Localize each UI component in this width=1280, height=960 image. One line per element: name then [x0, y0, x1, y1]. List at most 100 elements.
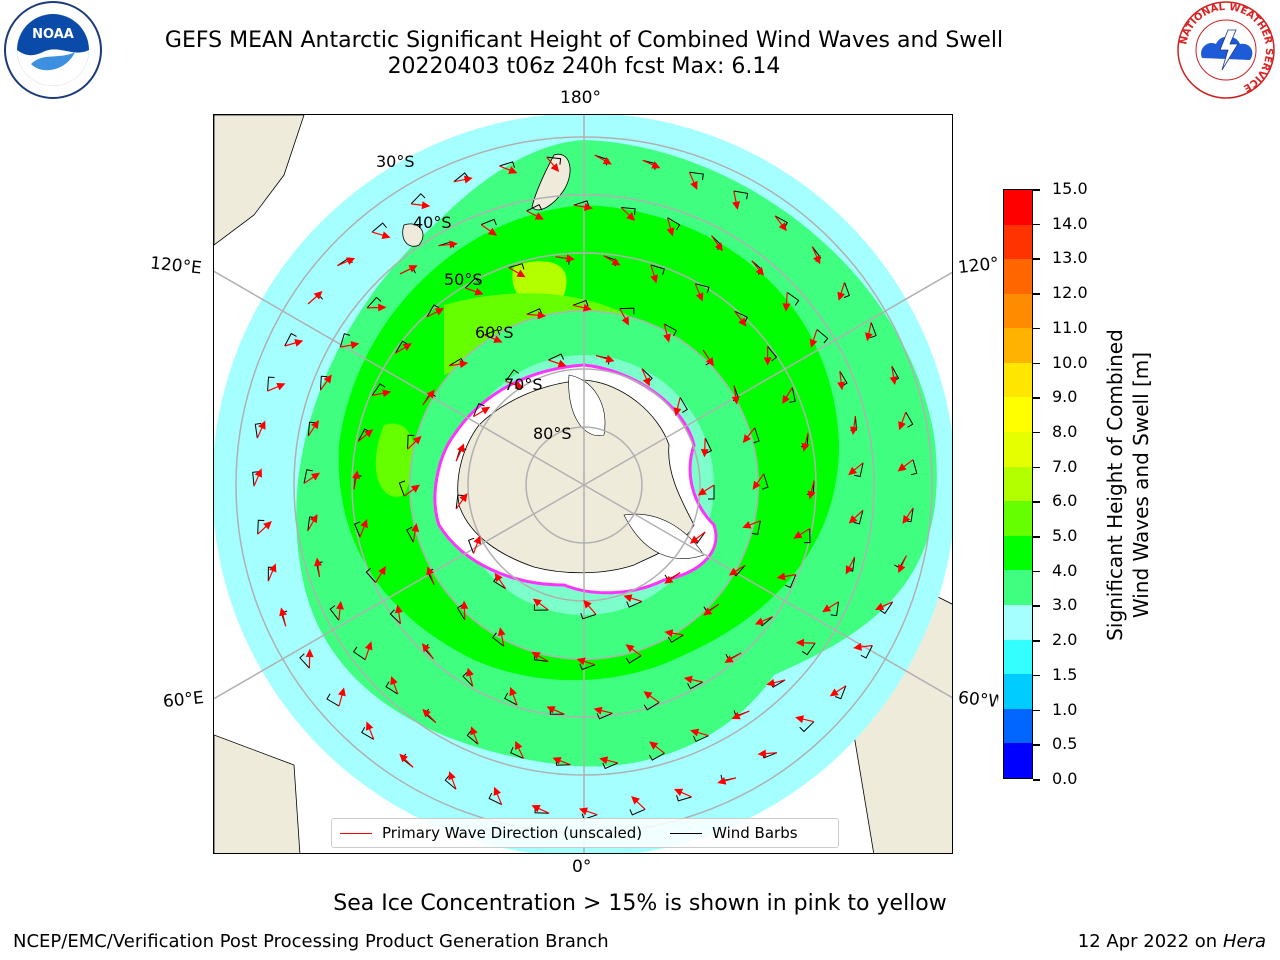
wave-direction-arrow	[340, 341, 360, 349]
colorbar-tick-mark	[1033, 501, 1040, 503]
colorbar-segment	[1004, 605, 1032, 640]
wind-barb	[371, 383, 386, 396]
wind-barb	[695, 283, 710, 294]
wave-direction-arrow	[372, 389, 392, 398]
wind-barb	[801, 642, 816, 656]
wave-direction-arrow	[664, 629, 684, 638]
wave-direction-arrow	[898, 411, 907, 431]
wave-direction-arrow	[403, 484, 420, 497]
wave-direction-arrow	[305, 648, 314, 669]
wind-barb	[354, 521, 361, 538]
wave-direction-arrow	[717, 777, 737, 785]
wave-direction-arrow	[641, 368, 651, 387]
wind-barb	[853, 510, 864, 525]
wave-direction-arrow	[889, 365, 898, 386]
colorbar-segment	[1004, 397, 1032, 433]
wave-direction-arrow	[742, 520, 761, 529]
wind-barb	[643, 701, 660, 711]
colorbar-tick-mark	[1033, 779, 1040, 781]
wave-direction-arrow	[307, 514, 318, 532]
wind-barb	[667, 634, 684, 643]
wind-barb	[905, 411, 914, 428]
lat-label-70s: 70°S	[504, 375, 543, 394]
wind-barb	[510, 747, 524, 759]
wave-direction-arrow	[375, 566, 386, 583]
wave-direction-arrow	[763, 346, 772, 366]
wave-direction-arrow	[853, 642, 873, 651]
wave-direction-arrow	[673, 397, 682, 417]
lon-label-60e: 60°E	[162, 687, 205, 713]
lon-label-60w: 60°W	[957, 687, 999, 713]
wave-direction-arrow	[625, 644, 642, 657]
lat-label-80s: 80°S	[533, 424, 572, 443]
wind-barb	[407, 434, 415, 450]
wind-barb	[679, 397, 688, 413]
wind-barb	[491, 632, 505, 647]
wind-barb	[320, 375, 328, 391]
wave-direction-arrow	[583, 599, 597, 615]
wave-direction-arrow	[337, 257, 356, 267]
wave-direction-arrow	[465, 287, 484, 296]
wave-direction-arrow	[776, 572, 796, 581]
wave-direction-arrow	[509, 686, 518, 706]
wind-barb	[467, 537, 475, 554]
wind-barb	[648, 752, 665, 761]
wave-direction-arrow	[497, 627, 506, 647]
wave-direction-arrow	[359, 518, 368, 538]
colorbar-label-line2: Wind Waves and Swell [m]	[1129, 351, 1153, 619]
wave-direction-arrow	[643, 691, 660, 703]
wave-direction-arrow	[352, 470, 361, 490]
colorbar-tick-label: 1.0	[1052, 699, 1078, 719]
wind-barb	[910, 459, 918, 476]
colorbar-tick-label: 5.0	[1052, 526, 1078, 546]
wave-direction-arrow	[572, 303, 592, 312]
colorbar-tick-label: 1.5	[1052, 664, 1078, 684]
wind-barb	[870, 322, 877, 339]
colorbar-segment	[1004, 743, 1032, 778]
wave-direction-arrow	[697, 484, 715, 496]
wind-barb	[860, 645, 873, 659]
credit-right-date: 12 Apr 2022 on	[1077, 931, 1223, 952]
wave-direction-arrow	[449, 360, 469, 369]
wind-barb	[303, 469, 313, 484]
wind-barb	[619, 307, 635, 315]
wave-direction-arrow	[455, 443, 465, 462]
wave-direction-arrow	[371, 231, 391, 240]
wave-direction-arrow	[795, 715, 815, 724]
colorbar-tick-mark	[1033, 189, 1040, 191]
wave-direction-arrow	[411, 201, 431, 210]
wave-direction-arrow	[898, 555, 907, 574]
legend-item-wind-barbs: Wind Barbs	[670, 824, 798, 842]
wave-direction-arrow	[689, 531, 706, 544]
wave-direction-arrow	[623, 594, 643, 603]
wind-barb	[252, 471, 259, 487]
lon-label-120e: 120°E	[149, 253, 203, 279]
wave-direction-arrow	[494, 572, 507, 590]
colorbar-tick-label: 6.0	[1052, 491, 1078, 511]
wave-direction-arrow	[702, 349, 714, 367]
lat-label-30s: 30°S	[376, 152, 415, 171]
colorbar-segment	[1004, 466, 1032, 502]
wind-barb	[406, 526, 414, 543]
colorbar-tick-label: 12.0	[1052, 283, 1088, 303]
wind-barb	[689, 171, 704, 181]
colorbar-segment	[1004, 535, 1032, 571]
lon-label-0: 0°	[572, 857, 592, 877]
colorbar-tick-mark	[1033, 327, 1040, 330]
wind-barb	[572, 299, 589, 307]
wind-barb	[650, 264, 665, 275]
wind-barb	[526, 308, 543, 315]
wave-direction-arrow	[365, 721, 375, 740]
wave-direction-arrow	[664, 572, 681, 584]
lon-label-180: 180°	[560, 88, 601, 108]
wave-direction-arrow	[666, 217, 675, 237]
wave-direction-arrow	[809, 329, 818, 349]
wind-barb	[254, 422, 262, 439]
wave-direction-arrow	[426, 566, 435, 585]
colorbar-segment	[1004, 259, 1032, 294]
ross-ice-shelf	[568, 374, 606, 436]
colorbar-tick-mark	[1033, 640, 1040, 642]
wave-direction-arrow	[335, 600, 344, 621]
colorbar-tick-label: 4.0	[1052, 560, 1078, 580]
wave-direction-arrow	[426, 308, 445, 318]
